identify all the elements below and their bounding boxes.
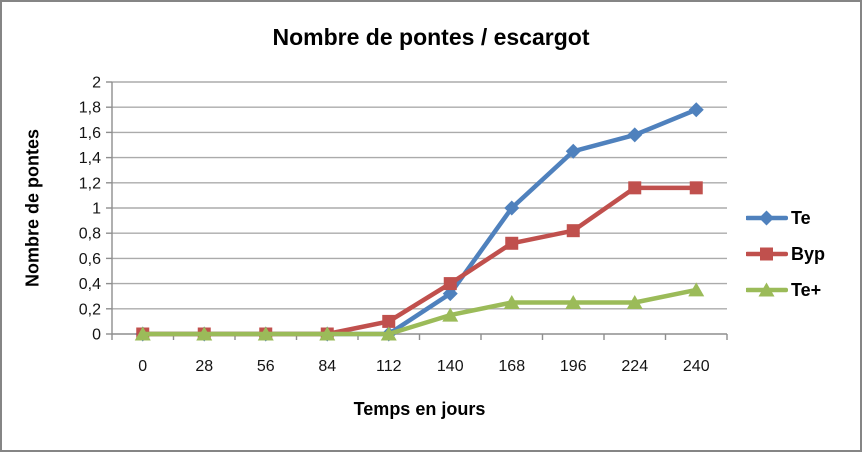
series-marker-teplus — [134, 326, 151, 341]
x-tick-label: 56 — [257, 358, 275, 375]
legend-marker-teplus-icon — [746, 282, 788, 297]
series-marker-teplus — [626, 295, 643, 309]
series-marker-byp — [505, 236, 519, 250]
legend: Te Byp Te+ — [746, 200, 825, 308]
legend-label-byp: Byp — [791, 244, 826, 264]
series-marker-byp — [566, 224, 580, 238]
legend-marker-te-icon — [746, 210, 788, 226]
legend-marker — [759, 210, 774, 226]
legend-item-teplus: Te+ — [746, 272, 825, 308]
series-marker-byp — [689, 181, 703, 195]
series-marker-te — [688, 102, 704, 118]
series-marker-teplus — [442, 307, 459, 322]
x-tick-label: 168 — [498, 358, 525, 375]
legend-item-byp: Byp — [746, 236, 825, 272]
series-marker-te — [565, 143, 581, 159]
y-tick-label: 1 — [92, 201, 101, 218]
y-tick-label: 2 — [92, 75, 101, 92]
series-marker-teplus — [688, 282, 705, 297]
series-marker-te — [627, 127, 643, 143]
series-marker-teplus — [257, 326, 274, 341]
series-marker-byp — [382, 314, 396, 328]
series-marker-teplus — [380, 326, 397, 341]
series-marker-teplus — [503, 295, 520, 309]
y-tick-label: 0,4 — [79, 276, 101, 293]
x-axis-title: Temps en jours — [353, 399, 486, 419]
x-tick-label: 240 — [683, 358, 710, 375]
y-tick-label: 0 — [92, 327, 101, 344]
x-tick-label: 140 — [437, 358, 464, 375]
y-tick-label: 0,8 — [79, 226, 101, 243]
legend-marker — [758, 282, 775, 297]
series-marker-te — [504, 200, 520, 216]
legend-label-teplus: Te+ — [791, 280, 822, 300]
x-tick-label: 84 — [318, 358, 336, 375]
series-marker-byp — [443, 277, 457, 291]
y-tick-label: 1,2 — [79, 175, 101, 192]
series-marker-teplus — [565, 295, 582, 309]
y-tick-label: 0,6 — [79, 251, 101, 268]
x-tick-label: 196 — [560, 358, 587, 375]
legend-label-te: Te — [791, 208, 811, 228]
series-marker-teplus — [319, 326, 336, 341]
y-tick-label: 1,8 — [79, 100, 101, 117]
x-tick-label: 0 — [138, 358, 147, 375]
legend-marker — [760, 247, 773, 261]
series-line-teplus — [140, 287, 699, 337]
y-tick-label: 1,6 — [79, 125, 101, 142]
y-tick-label: 1,4 — [79, 150, 101, 167]
legend-marker-byp-icon — [746, 247, 788, 261]
x-tick-label: 28 — [195, 358, 213, 375]
x-tick-label: 112 — [376, 358, 402, 375]
y-tick-label: 0,2 — [79, 301, 101, 318]
series-marker-teplus — [196, 326, 213, 341]
x-tick-label: 224 — [621, 358, 648, 375]
chart-title: Nombre de pontes / escargot — [272, 24, 590, 50]
legend-item-te: Te — [746, 200, 825, 236]
series-marker-byp — [628, 181, 642, 195]
